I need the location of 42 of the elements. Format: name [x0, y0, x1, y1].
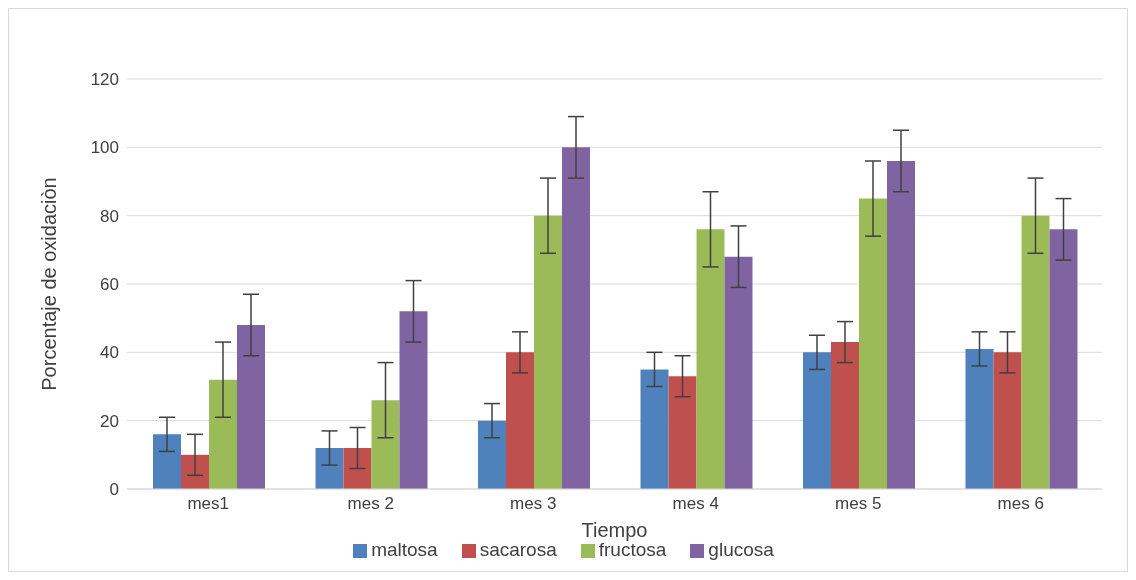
y-tick-label: 20	[100, 411, 119, 431]
bar	[887, 161, 915, 489]
y-tick-label: 40	[100, 343, 119, 363]
y-tick-label: 100	[90, 138, 119, 158]
y-tick-label: 80	[100, 206, 119, 226]
x-tick-label: mes 4	[672, 494, 719, 514]
bar	[343, 448, 372, 489]
x-tick-label: mes 3	[510, 494, 557, 514]
bar	[506, 352, 534, 489]
legend-label: sacarosa	[479, 539, 557, 560]
bar	[993, 352, 1022, 489]
bar	[371, 400, 400, 489]
bar	[831, 342, 859, 489]
bar	[478, 420, 506, 489]
bar	[965, 348, 994, 489]
bar	[209, 379, 237, 489]
legend-label: glucosa	[708, 539, 774, 560]
bar	[315, 448, 344, 489]
bar	[153, 434, 181, 489]
legend-label: maltosa	[371, 539, 438, 560]
x-tick-label: mes 6	[997, 494, 1044, 514]
bar	[237, 325, 265, 489]
x-tick-label: mes 2	[347, 494, 394, 514]
y-tick-label: 120	[90, 70, 119, 90]
bar	[181, 454, 209, 489]
bar	[640, 369, 669, 489]
bar	[696, 229, 725, 489]
bar	[399, 311, 428, 489]
x-tick-label: mes 5	[835, 494, 882, 514]
y-tick-label: 60	[100, 275, 119, 295]
y-axis-title: Porcentaje de oxidaciòn	[38, 177, 61, 391]
y-tick-label: 0	[109, 480, 119, 500]
bar	[1021, 215, 1050, 489]
bar	[803, 352, 831, 489]
x-axis-title: Tiempo	[581, 519, 648, 541]
bar	[668, 376, 697, 489]
bar	[724, 256, 753, 489]
bar	[859, 198, 887, 489]
bar	[562, 147, 590, 489]
x-tick-label: mes1	[187, 494, 230, 514]
bar	[534, 215, 562, 489]
bar	[1049, 229, 1078, 489]
